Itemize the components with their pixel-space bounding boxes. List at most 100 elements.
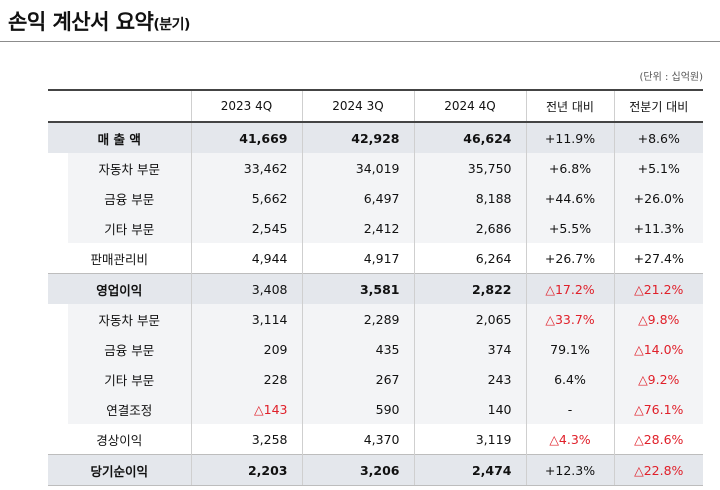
column-header: 2023 4Q [191,90,303,122]
row-label: 판매관리비 [48,243,192,274]
cell-change: △76.1% [614,394,703,424]
cell-change: +5.5% [526,213,615,243]
row-label: 자동차 부문 [68,153,192,183]
cell-value: 5,662 [191,183,303,213]
row-label: 영업이익 [48,273,192,304]
cell-value: 3,206 [302,454,415,486]
indent-cell [48,213,68,243]
indent-cell [48,183,68,213]
cell-change: 6.4% [526,364,615,394]
cell-change: +26.0% [614,183,703,213]
table-row: 경상이익 3,258 4,370 3,119 △4.3% △28.6% [48,424,703,455]
row-label: 자동차 부문 [68,304,192,334]
table-row: 매 출 액 41,669 42,928 46,624 +11.9% +8.6% [48,122,703,153]
cell-value: 267 [302,364,415,394]
cell-change: +12.3% [526,454,615,486]
row-label: 당기순이익 [48,454,192,486]
cell-change: +6.8% [526,153,615,183]
table-row: 당기순이익 2,203 3,206 2,474 +12.3% △22.8% [48,454,703,486]
cell-value: 34,019 [302,153,415,183]
column-header: 2024 3Q [302,90,415,122]
cell-change: △9.2% [614,364,703,394]
row-label: 연결조정 [68,394,192,424]
cell-value: 46,624 [414,122,527,153]
table-row: 자동차 부문 3,114 2,289 2,065 △33.7% △9.8% [48,304,703,334]
table-row: 금융 부문 5,662 6,497 8,188 +44.6% +26.0% [48,183,703,213]
cell-value: 3,581 [302,273,415,304]
column-header: 전년 대비 [526,90,615,122]
cell-value: 2,203 [191,454,303,486]
cell-change: - [526,394,615,424]
column-header: 2024 4Q [414,90,527,122]
cell-value: 374 [414,334,527,364]
cell-change: +8.6% [614,122,703,153]
cell-change: △9.8% [614,304,703,334]
row-label: 기타 부문 [68,213,192,243]
cell-value: 435 [302,334,415,364]
cell-change: +44.6% [526,183,615,213]
title-divider [0,41,720,42]
cell-value: 2,686 [414,213,527,243]
cell-change: +26.7% [526,243,615,274]
table-row: 금융 부문 209 435 374 79.1% △14.0% [48,334,703,364]
indent-cell [48,334,68,364]
page-title-suffix: (분기) [153,17,190,33]
cell-value: 33,462 [191,153,303,183]
row-label: 기타 부문 [68,364,192,394]
cell-change: 79.1% [526,334,615,364]
cell-change: △21.2% [614,273,703,304]
cell-value: 6,497 [302,183,415,213]
row-label: 매 출 액 [48,122,192,153]
row-label: 경상이익 [48,424,192,455]
cell-value: 3,119 [414,424,527,455]
cell-value: 4,944 [191,243,303,274]
cell-value: 2,822 [414,273,527,304]
cell-value: 42,928 [302,122,415,153]
cell-value: 228 [191,364,303,394]
table-row: 기타 부문 2,545 2,412 2,686 +5.5% +11.3% [48,213,703,243]
cell-value: 41,669 [191,122,303,153]
cell-change: △4.3% [526,424,615,455]
cell-value: 3,408 [191,273,303,304]
cell-change: △17.2% [526,273,615,304]
indent-cell [48,364,68,394]
indent-cell [48,153,68,183]
cell-value: 6,264 [414,243,527,274]
cell-value: 4,370 [302,424,415,455]
cell-change: +11.9% [526,122,615,153]
table-row: 판매관리비 4,944 4,917 6,264 +26.7% +27.4% [48,243,703,274]
cell-value: 3,258 [191,424,303,455]
cell-change: +11.3% [614,213,703,243]
column-header: 전분기 대비 [629,99,689,114]
cell-change: +27.4% [633,250,684,266]
cell-value: 590 [302,394,415,424]
table-row: 자동차 부문 33,462 34,019 35,750 +6.8% +5.1% [48,153,703,183]
indent-cell [48,394,68,424]
cell-value: 243 [414,364,527,394]
indent-cell [48,304,68,334]
cell-value: 2,545 [191,213,303,243]
cell-value: 4,917 [302,243,415,274]
table-row: 기타 부문 228 267 243 6.4% △9.2% [48,364,703,394]
cell-value: 140 [414,394,527,424]
table-row: 연결조정 △143 590 140 - △76.1% [48,394,703,424]
table-row: 영업이익 3,408 3,581 2,822 △17.2% △21.2% [48,273,703,304]
row-label: 금융 부문 [68,334,192,364]
cell-value: 3,114 [191,304,303,334]
cell-change: △22.8% [614,454,703,486]
cell-value: 2,065 [414,304,527,334]
cell-value: 209 [191,334,303,364]
unit-label: (단위 : 십억원) [639,72,703,83]
cell-value: 35,750 [414,153,527,183]
cell-value: 8,188 [414,183,527,213]
cell-value: △143 [191,394,303,424]
cell-change: △33.7% [526,304,615,334]
row-label: 금융 부문 [68,183,192,213]
page-title: 손익 계산서 요약(분기) [8,10,190,34]
header-blank [48,90,192,122]
table-header-row: 2023 4Q 2024 3Q 2024 4Q 전년 대비 전분기 대비 [48,90,703,122]
cell-value: 2,412 [302,213,415,243]
cell-change: △28.6% [634,431,684,447]
cell-value: 2,289 [302,304,415,334]
cell-change: △14.0% [614,334,703,364]
